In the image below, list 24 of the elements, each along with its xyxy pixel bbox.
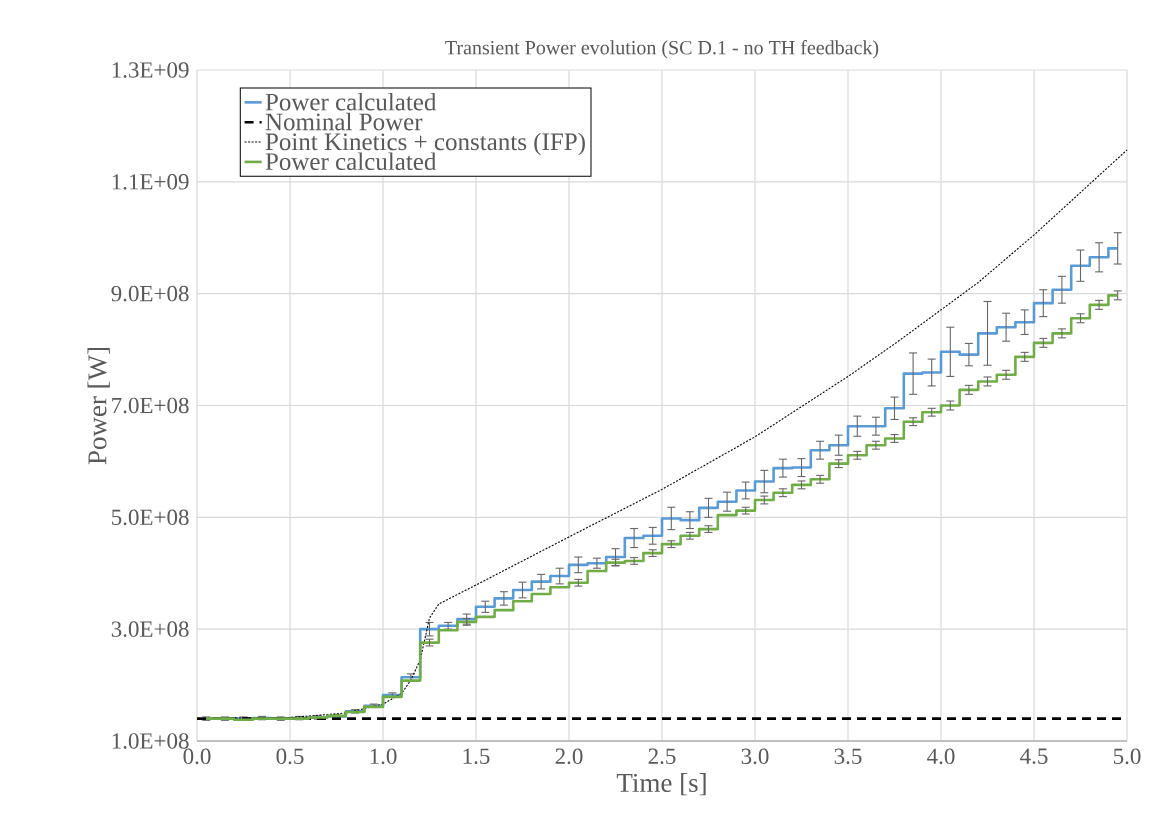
- x-tick-label: 3.5: [834, 748, 862, 765]
- x-tick-label: 0.5: [276, 748, 304, 765]
- x-tick-label: 3.0: [741, 748, 769, 765]
- legend-label: Power calculated: [265, 92, 437, 111]
- x-tick-label: 4.0: [927, 748, 955, 765]
- x-tick-label: 5.0: [1113, 748, 1141, 765]
- chart-title: Transient Power evolution (SC D.1 - no TH feedback): [445, 40, 879, 59]
- y-tick-label: 9.0E+08: [111, 285, 189, 302]
- y-tick-label: 1.0E+08: [112, 733, 189, 749]
- y-tick-label: 7.0E+08: [112, 397, 189, 414]
- y-tick-label: 1.1E+09: [112, 174, 189, 190]
- x-tick-label: 2.5: [648, 748, 676, 765]
- x-tick-label: 1.5: [463, 748, 490, 765]
- y-axis-title: Power [W]: [87, 347, 110, 465]
- x-tick-label: 2.0: [555, 748, 583, 765]
- y-tick-label: 1.3E+09: [112, 62, 189, 78]
- x-tick-label: 4.5: [1020, 748, 1048, 764]
- y-tick-label: 3.0E+08: [111, 621, 189, 637]
- legend-label: Nominal Power: [265, 112, 423, 131]
- legend-label: Power calculated: [265, 152, 437, 171]
- x-tick-label: 1.0: [370, 748, 397, 765]
- x-axis-title: Time [s]: [616, 773, 706, 796]
- x-tick-label: 0.0: [183, 748, 211, 765]
- y-tick-label: 5.0E+08: [112, 509, 189, 526]
